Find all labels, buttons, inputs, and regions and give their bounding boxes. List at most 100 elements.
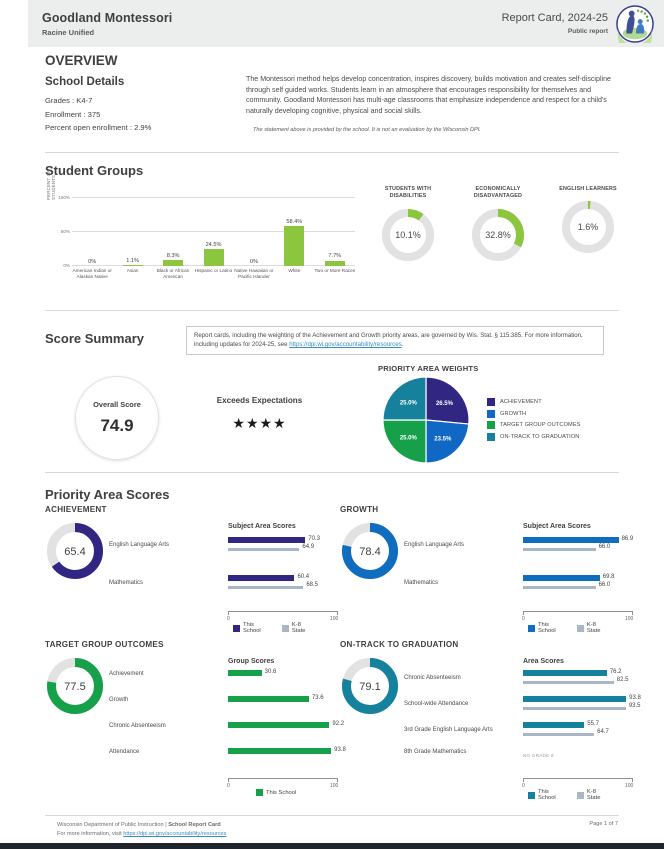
donut-chart: 10.1% <box>368 208 448 266</box>
axis-min-label: 0 <box>227 783 230 789</box>
legend-label: This School <box>538 789 556 801</box>
bar-value-state: 64.7 <box>597 729 609 735</box>
legend-item: ON-TRACK TO GRADUATION <box>487 432 581 441</box>
bar-state <box>523 681 614 684</box>
svg-text:65.4: 65.4 <box>64 546 85 558</box>
footer-divider <box>45 815 619 816</box>
bars-title: Group Scores <box>228 658 275 665</box>
footer-page-number: Page 1 of 7 <box>589 821 618 827</box>
bar <box>203 249 224 266</box>
bar-axis <box>228 778 338 782</box>
bar-state <box>523 733 595 736</box>
detail-grades-label: Grades : <box>45 96 75 105</box>
row-label: Achievement <box>109 671 144 677</box>
axis-min-label: 0 <box>522 616 525 622</box>
bar-this-school <box>523 696 627 702</box>
priority-area-score-donut: 65.4 <box>47 523 103 579</box>
axis-max-label: 100 <box>330 783 339 789</box>
row-label: 8th Grade Mathematics <box>404 749 467 755</box>
bar-value-label: 7.7% <box>328 253 342 260</box>
overview-title: OVERVIEW <box>45 53 118 68</box>
priority-area-achievement: ACHIEVEMENT 65.4 Subject Area Scores Engl… <box>45 505 338 635</box>
priority-area-weights-title: PRIORITY AREA WEIGHTS <box>378 364 479 373</box>
bar-value-state: 68.5 <box>306 582 319 588</box>
svg-text:10.1%: 10.1% <box>395 230 421 240</box>
row-label: English Language Arts <box>109 542 170 548</box>
bar-value-label: 0% <box>249 258 258 265</box>
legend-label: GROWTH <box>500 410 527 417</box>
priority-area-score-donut: 78.4 <box>342 523 398 579</box>
legend-swatch <box>281 624 289 632</box>
axis-max-label: 100 <box>330 616 339 622</box>
bar-this-school <box>523 722 585 728</box>
bar-axis <box>228 611 338 615</box>
legend-swatch <box>528 624 535 632</box>
priority-area-target-group-outcomes: TARGET GROUP OUTCOMES 77.5 Group Scores A… <box>45 640 346 796</box>
divider-student-groups <box>45 310 619 311</box>
detail-open-enrollment-label: Percent open enrollment : <box>45 123 132 133</box>
score-summary-title: Score Summary <box>45 331 144 346</box>
footer-agency-line: Wisconsin Department of Public Instructi… <box>57 821 226 830</box>
bar-value-this-school: 70.3 <box>308 536 321 542</box>
bar-legend: This School K-8 State <box>233 622 325 634</box>
overall-score-label: Overall Score <box>93 400 141 409</box>
row-label: Attendance <box>109 749 140 755</box>
priority-area-name: ACHIEVEMENT <box>45 505 107 514</box>
divider-score-summary <box>45 472 619 473</box>
bar <box>163 260 184 266</box>
divider-overview <box>45 152 619 153</box>
bar-value-this-school: 60.4 <box>297 574 310 580</box>
bar-value-label: 1.1% <box>126 257 140 264</box>
score-summary-note: Report cards, including the weighting of… <box>186 326 604 355</box>
legend-swatch <box>576 791 584 799</box>
x-axis-tick-label: White <box>288 268 301 273</box>
legend-item: TARGET GROUP OUTCOMES <box>487 421 581 430</box>
bar-axis <box>523 611 633 615</box>
note-text: Report cards, including the weighting of… <box>194 332 583 349</box>
footer-agency-bold: School Report Card <box>168 822 221 828</box>
legend-swatch <box>487 409 495 418</box>
row-label: School-wide Attendance <box>404 701 469 707</box>
donut-caption: ENGLISH LEARNERS <box>559 186 617 192</box>
note-link[interactable]: https://dpi.wi.gov/accountability/resour… <box>289 341 402 349</box>
bar-state <box>523 586 596 589</box>
donut-caption: ECONOMICALLY DISADVANTAGED <box>473 186 523 200</box>
svg-text:32.8%: 32.8% <box>485 230 511 240</box>
bar-value-label: 24.5% <box>205 241 222 248</box>
bar-legend: This School K-8 State <box>528 789 620 801</box>
footer-agency: Wisconsin Department of Public Instructi… <box>57 822 169 828</box>
svg-text:26.5%: 26.5% <box>436 401 454 407</box>
bar-value-this-school: 93.8 <box>334 747 346 753</box>
overall-score-value: 74.9 <box>100 416 134 435</box>
bar-chart-plot-area: 0% 50% 100% 0% American Indian or Alaskan Na… <box>58 195 355 279</box>
bar-legend: This School K-8 State <box>528 622 620 634</box>
bar-this-school <box>228 670 262 676</box>
school-details-list: Grades : K4-7 Enrollment : 375 Percent o… <box>45 94 151 135</box>
legend-item: ACHIEVEMENT <box>487 398 581 406</box>
detail-grades-value: K4-7 <box>76 96 93 105</box>
priority-area-name: TARGET GROUP OUTCOMES <box>45 640 164 649</box>
bar-this-school <box>228 722 330 728</box>
bar-value-label: 58.4% <box>286 218 303 225</box>
bar-state <box>523 707 626 710</box>
row-label: Mathematics <box>109 580 144 586</box>
priority-area-scores-title: Priority Area Scores <box>45 487 170 502</box>
footer-more-info: For more information, visit <box>57 831 124 837</box>
row-label: Growth <box>109 697 129 703</box>
y-axis-tick: 0% <box>63 263 70 268</box>
legend-item: GROWTH <box>487 409 581 418</box>
school-description: The Montessori method helps develop conc… <box>246 75 611 115</box>
legend-label: ACHIEVEMENT <box>500 399 542 405</box>
school-details-title: School Details <box>45 76 125 88</box>
x-axis-tick-label: Two or More Races <box>314 268 356 273</box>
student-groups-bar-chart: PERCENT OF STUDENTS 0% 50% 100% 0% American … <box>46 170 355 292</box>
bar-value-state: 64.9 <box>302 544 315 550</box>
bar-column: 0% <box>72 259 112 267</box>
legend-swatch <box>487 432 495 441</box>
bar-value-state: 66.0 <box>598 582 611 588</box>
student-group-donut: ECONOMICALLY DISADVANTAGED 32.8% <box>458 186 538 266</box>
svg-text:23.5%: 23.5% <box>434 436 452 442</box>
row-label: Chronic Absenteeism <box>109 723 166 729</box>
footer-link[interactable]: https://dpi.wi.gov/accountability/resour… <box>123 831 227 837</box>
